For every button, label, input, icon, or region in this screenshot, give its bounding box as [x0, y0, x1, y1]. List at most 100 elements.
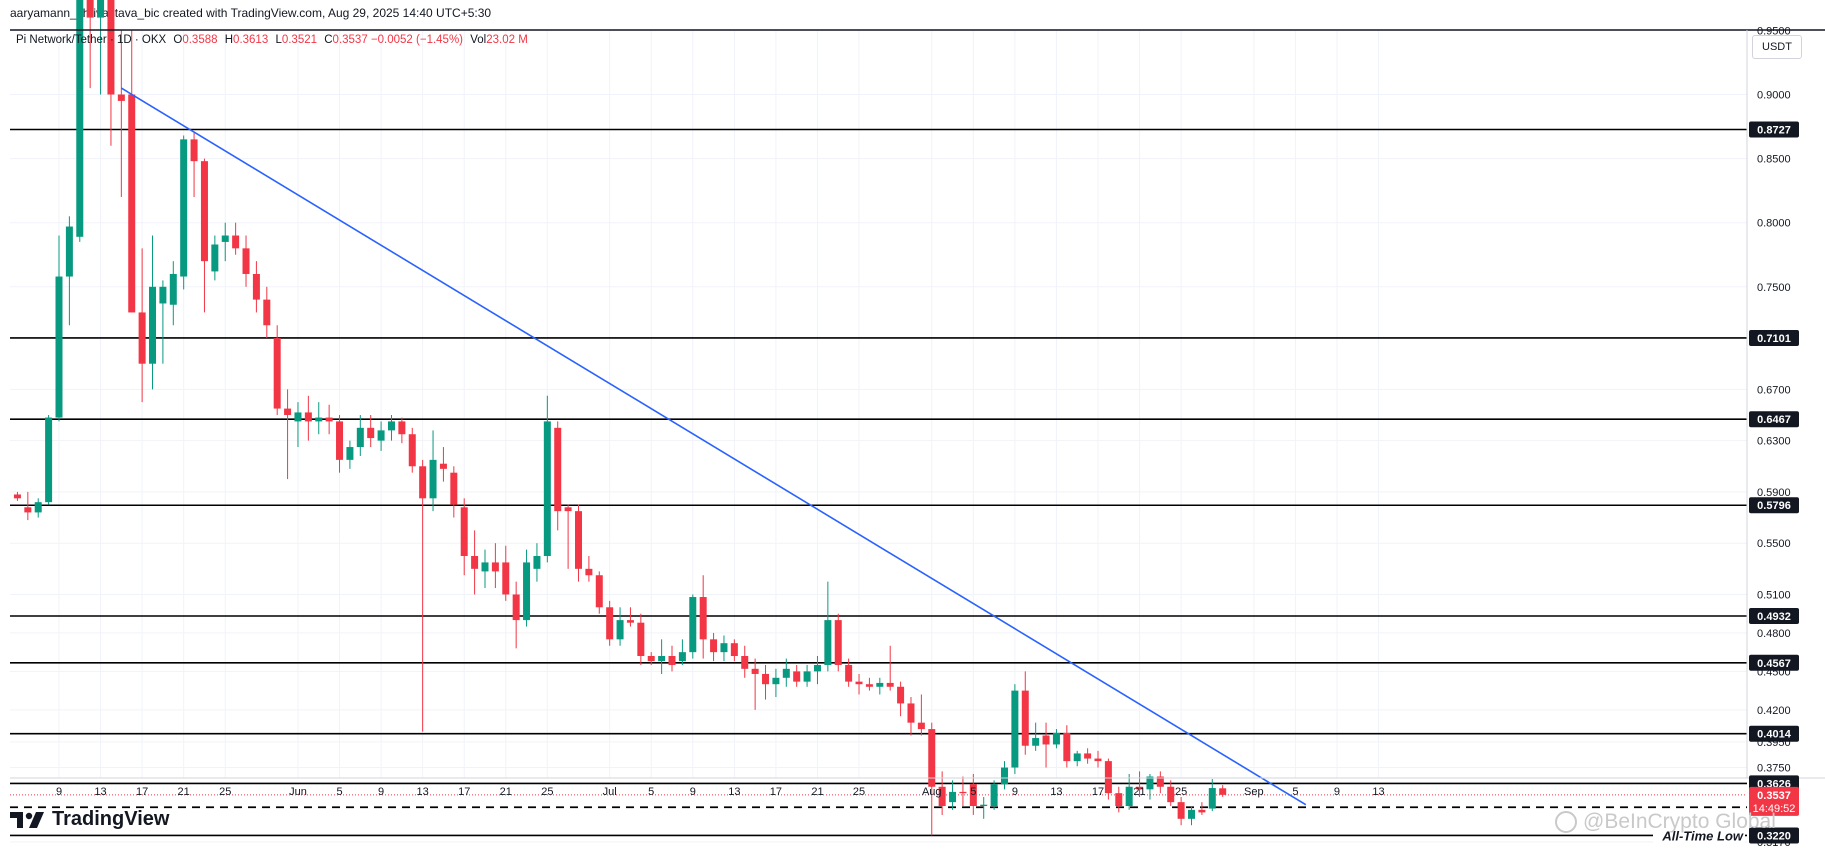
level-price-text: 0.4567 — [1757, 658, 1791, 670]
candle-body — [169, 273, 177, 305]
y-tick-label: 0.4800 — [1757, 628, 1791, 640]
candle-body — [897, 686, 905, 704]
candle-body — [616, 620, 624, 640]
y-tick-label: 0.5500 — [1757, 538, 1791, 550]
y-tick-label: 0.8500 — [1757, 154, 1791, 166]
candle-body — [429, 459, 437, 499]
x-tick-label: 17 — [770, 786, 782, 798]
candle-body — [387, 421, 395, 431]
y-tick-label: 0.4200 — [1757, 705, 1791, 717]
candle-body — [45, 417, 53, 503]
candle-body — [730, 643, 738, 657]
candle-body — [585, 568, 593, 576]
candle-body — [481, 562, 489, 572]
candle-body — [211, 244, 219, 272]
candle-body — [1063, 732, 1071, 762]
watermark-text: @BeInCrypto Global — [1583, 810, 1776, 833]
candle-body — [1125, 786, 1133, 806]
candle-body — [1094, 758, 1102, 762]
candle-body — [1032, 738, 1040, 746]
candle-body — [575, 511, 582, 569]
candle-body — [626, 620, 634, 623]
candle-body — [595, 575, 603, 608]
candle-body — [876, 682, 884, 687]
candle-body — [772, 677, 780, 685]
candle-body — [356, 427, 364, 448]
y-tick-label: 0.8000 — [1757, 218, 1791, 230]
level-price-tag — [1749, 608, 1799, 625]
candle-body — [1042, 735, 1050, 745]
candle-body — [813, 664, 821, 672]
candle-body — [1198, 809, 1206, 813]
candle-body — [1219, 788, 1227, 795]
high-label: H — [224, 34, 234, 46]
candle-body — [138, 312, 146, 364]
x-tick-label: 25 — [219, 786, 231, 798]
candle-body — [782, 668, 790, 678]
candle-body — [65, 226, 73, 277]
candle-body — [803, 671, 811, 682]
candle-body — [263, 299, 271, 326]
level-price-tag — [1749, 827, 1799, 844]
level-price-tag — [1749, 654, 1799, 671]
candle-body — [969, 784, 977, 806]
candle-body — [502, 562, 510, 595]
y-tick-label: 0.6300 — [1757, 436, 1791, 448]
candle-body — [699, 597, 707, 640]
candle-body — [751, 668, 759, 674]
candle-body — [377, 430, 385, 441]
x-tick-label: 9 — [1012, 786, 1018, 798]
x-tick-label: 25 — [853, 786, 865, 798]
candle-body — [523, 562, 531, 621]
candle-body — [24, 507, 32, 513]
level-price-text: 0.6467 — [1757, 414, 1791, 426]
candles — [13, 0, 1227, 836]
brand-name: TradingView — [52, 808, 170, 830]
candle-body — [512, 594, 520, 621]
symbol-legend: Pi Network/Tether · 1D · OKX O0.3588 H0.… — [16, 34, 528, 46]
candle-body — [284, 408, 292, 415]
x-tick-label: 5 — [336, 786, 342, 798]
last-price-text: 0.3537 — [1757, 790, 1791, 802]
y-tick-label: 0.9000 — [1757, 90, 1791, 102]
price-labels: 0.8727 0.7101 0.6467 0.5796 0.4932 0.4567 0.40… — [1653, 121, 1799, 844]
candle-body — [1177, 802, 1185, 819]
candle-body — [242, 248, 250, 274]
level-price-tag — [1749, 329, 1799, 346]
candle-body — [460, 507, 468, 557]
axes: 9 13 17 21 25 Jun 5 9 13 17 21 25 Jul 5 9 13 17 21 25 Aug 5 9… — [10, 25, 1825, 849]
level-price-text: 0.4014 — [1757, 729, 1792, 741]
candle-body — [980, 804, 988, 806]
candle-body — [855, 681, 863, 685]
candle-body — [1084, 753, 1092, 759]
candle-body — [845, 664, 853, 682]
candle-body — [221, 235, 229, 242]
tradingview-brand[interactable]: TradingView — [10, 808, 169, 831]
level-price-text: 0.5796 — [1757, 500, 1791, 512]
trendline-layer — [120, 87, 1307, 806]
candle-body — [450, 472, 458, 505]
candle-body — [793, 671, 801, 682]
y-tick-label: 0.9500 — [1757, 25, 1791, 37]
currency-selector[interactable]: USDT — [1752, 35, 1802, 59]
candle-body — [304, 412, 312, 422]
open-value: 0.3588 — [182, 34, 218, 46]
candle-body — [668, 656, 676, 665]
candle-body — [678, 652, 686, 662]
level-price-tag — [1749, 725, 1799, 742]
candle-body — [886, 682, 894, 687]
candle-body — [990, 784, 998, 806]
candle-body — [533, 556, 541, 569]
candle-body — [554, 427, 562, 512]
candle-body — [149, 286, 157, 364]
descending-trendline — [120, 87, 1307, 806]
candle-body — [1136, 786, 1144, 790]
candle-body — [86, 0, 94, 18]
level-price-tag — [1749, 411, 1799, 428]
y-tick-label: 0.5100 — [1757, 589, 1791, 601]
candle-body — [200, 161, 208, 262]
candle-body — [315, 417, 323, 422]
candle-body — [543, 421, 551, 557]
candle-body — [637, 622, 645, 657]
